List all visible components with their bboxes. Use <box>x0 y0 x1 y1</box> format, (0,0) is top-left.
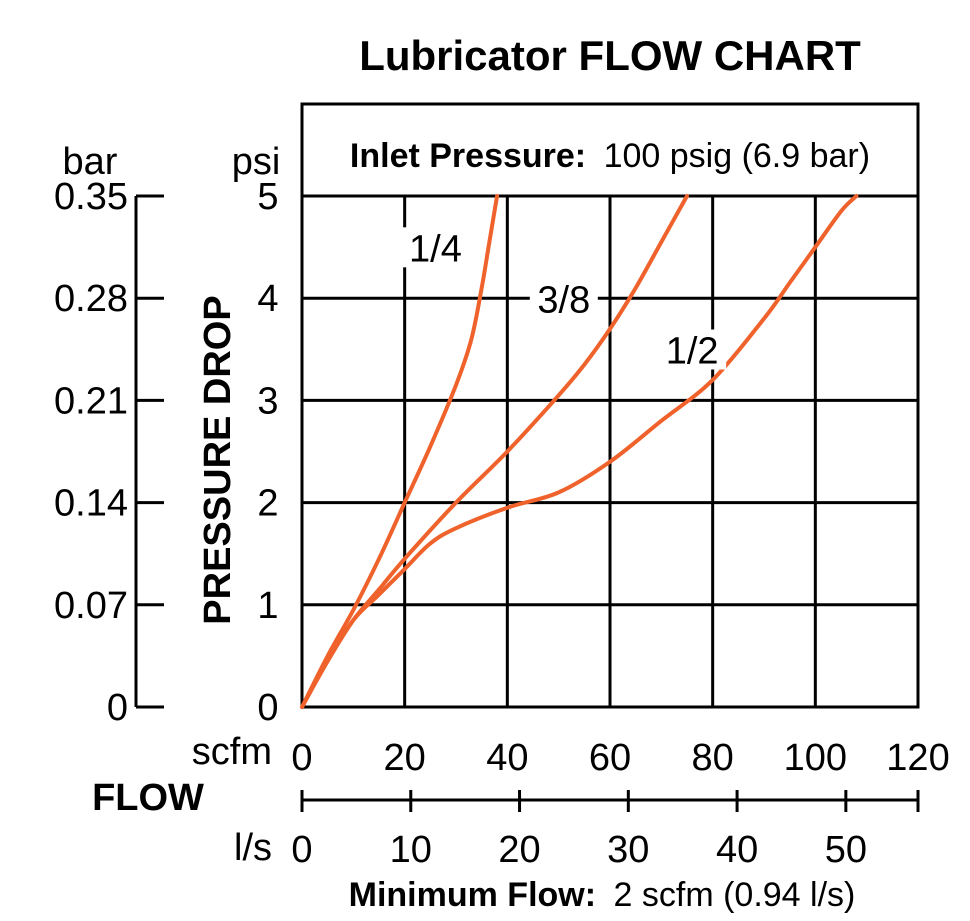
x-axis-label: FLOW <box>92 777 204 819</box>
minimum-flow-value: 2 scfm (0.94 l/s) <box>614 876 856 914</box>
psi-unit-label: psi <box>232 141 281 183</box>
chart-title: Lubricator FLOW CHART <box>359 32 861 79</box>
scfm-tick-label: 80 <box>692 737 734 779</box>
scfm-tick-labels: 0 20 40 60 80 100 120 <box>291 737 949 779</box>
psi-tick-labels: 0 1 2 3 4 5 <box>257 176 278 729</box>
scfm-unit-label: scfm <box>192 731 272 773</box>
ls-unit-label: l/s <box>234 827 272 869</box>
psi-tick-label: 3 <box>257 380 278 422</box>
grid <box>302 196 918 707</box>
bar-tick-label: 0.21 <box>54 380 128 422</box>
scfm-tick-label: 120 <box>886 737 949 779</box>
inlet-pressure-label: Inlet Pressure: 100 psig (6.9 bar) <box>350 137 870 175</box>
series-label-1: 3/8 <box>537 279 590 321</box>
series-line-2 <box>300 194 859 709</box>
psi-tick-label: 1 <box>257 585 278 627</box>
plot-frame <box>300 194 920 709</box>
ls-tick-label: 20 <box>498 829 540 871</box>
ls-tick-label: 10 <box>390 829 432 871</box>
series-group: 1/4 3/8 1/2 <box>300 194 859 709</box>
bar-unit-label: bar <box>63 141 118 183</box>
bar-tick-label: 0.28 <box>54 278 128 320</box>
ls-tick-label: 50 <box>825 829 867 871</box>
scfm-tick-label: 0 <box>291 737 312 779</box>
inlet-pressure-bold: Inlet Pressure: <box>350 137 586 175</box>
series-label-0: 1/4 <box>409 228 462 270</box>
psi-tick-label: 4 <box>257 278 278 320</box>
psi-tick-label: 5 <box>257 176 278 218</box>
bar-tick-label: 0.07 <box>54 585 128 627</box>
series-line-0 <box>300 194 500 709</box>
bar-axis-ticks <box>136 194 164 709</box>
bar-tick-label: 0 <box>107 687 128 729</box>
inlet-pressure-value: 100 psig (6.9 bar) <box>604 137 871 175</box>
bar-tick-labels: 0 0.07 0.14 0.21 0.28 0.35 <box>54 176 128 729</box>
psi-tick-label: 2 <box>257 483 278 525</box>
scfm-tick-label: 100 <box>784 737 847 779</box>
psi-tick-label: 0 <box>257 687 278 729</box>
series-label-2: 1/2 <box>666 331 719 373</box>
ls-tick-label: 40 <box>716 829 758 871</box>
ls-tick-label: 0 <box>291 829 312 871</box>
scfm-tick-label: 60 <box>589 737 631 779</box>
ls-axis-ticks <box>300 790 920 812</box>
scfm-tick-label: 20 <box>384 737 426 779</box>
scfm-tick-label: 40 <box>486 737 528 779</box>
minimum-flow-label: Minimum Flow: 2 scfm (0.94 l/s) <box>349 876 856 914</box>
bar-tick-label: 0.14 <box>54 483 128 525</box>
ls-tick-label: 30 <box>607 829 649 871</box>
series-line-1 <box>300 194 689 709</box>
series-label-bg-1 <box>529 278 598 319</box>
y-axis-label: PRESSURE DROP <box>197 295 239 624</box>
bar-tick-label: 0.35 <box>54 176 128 218</box>
minimum-flow-bold: Minimum Flow: <box>349 876 596 914</box>
ls-tick-labels: 0 10 20 30 40 50 <box>291 829 867 871</box>
series-label-bg-0 <box>401 227 470 268</box>
series-label-bg-2 <box>658 329 727 370</box>
